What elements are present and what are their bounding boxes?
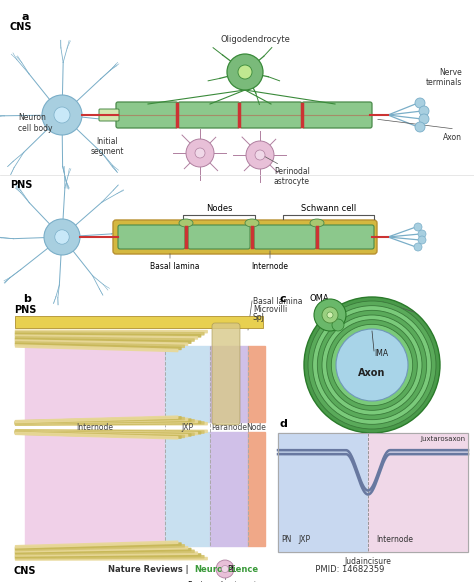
Circle shape [216, 560, 234, 578]
FancyBboxPatch shape [116, 102, 178, 128]
Circle shape [414, 243, 422, 251]
Text: Microvilli: Microvilli [253, 305, 287, 314]
Text: JXP: JXP [182, 424, 193, 432]
Circle shape [313, 306, 431, 424]
Text: Internode: Internode [76, 424, 113, 432]
Circle shape [54, 107, 70, 123]
Circle shape [322, 307, 338, 323]
Circle shape [419, 114, 429, 124]
Circle shape [314, 299, 346, 331]
Circle shape [246, 141, 274, 169]
Text: Initial
segment: Initial segment [90, 137, 124, 157]
Circle shape [255, 150, 265, 160]
Text: Neuron
cell body: Neuron cell body [18, 113, 53, 133]
Text: PN: PN [281, 535, 292, 544]
Text: Nature Reviews |: Nature Reviews | [109, 565, 192, 574]
Ellipse shape [310, 219, 324, 227]
Text: IMA: IMA [374, 349, 388, 357]
Text: Axon: Axon [358, 368, 386, 378]
FancyBboxPatch shape [240, 102, 302, 128]
Circle shape [304, 297, 440, 433]
Text: Internode: Internode [376, 535, 413, 544]
Text: b: b [23, 294, 31, 304]
Text: Oligodendrocyte: Oligodendrocyte [220, 35, 290, 44]
Text: Juxtarosaxon: Juxtarosaxon [421, 436, 466, 442]
Text: PNS: PNS [14, 305, 36, 315]
FancyBboxPatch shape [212, 323, 240, 425]
Text: Nerve
terminals: Nerve terminals [426, 68, 462, 87]
Text: Axon: Axon [443, 133, 462, 142]
Bar [210, 346, 248, 422]
Text: a: a [22, 12, 29, 22]
FancyBboxPatch shape [113, 220, 377, 254]
Bar [25, 432, 165, 546]
Circle shape [332, 319, 344, 331]
Bar [248, 346, 265, 422]
Text: d: d [280, 419, 288, 429]
Text: c: c [280, 294, 287, 304]
Bar [368, 433, 468, 552]
Text: JXP: JXP [298, 535, 310, 544]
Text: CNS: CNS [10, 22, 33, 32]
Circle shape [419, 106, 429, 116]
Circle shape [418, 230, 426, 238]
Circle shape [238, 65, 252, 79]
Circle shape [415, 122, 425, 132]
Circle shape [42, 95, 82, 135]
Ellipse shape [245, 219, 259, 227]
Bar [210, 432, 248, 546]
FancyBboxPatch shape [188, 225, 250, 249]
FancyBboxPatch shape [99, 109, 119, 121]
Circle shape [414, 223, 422, 231]
Bar [248, 432, 265, 546]
Bar [278, 433, 368, 552]
Bar [15, 316, 263, 328]
Text: OMA: OMA [310, 294, 329, 303]
Circle shape [195, 148, 205, 158]
Ellipse shape [179, 219, 193, 227]
Circle shape [186, 139, 214, 167]
Circle shape [308, 301, 436, 429]
Text: Basal lamina: Basal lamina [253, 297, 302, 306]
FancyBboxPatch shape [302, 102, 372, 128]
FancyBboxPatch shape [178, 102, 240, 128]
Text: Basal lamina: Basal lamina [150, 262, 200, 271]
Circle shape [336, 329, 408, 401]
Circle shape [327, 312, 333, 318]
FancyBboxPatch shape [254, 225, 316, 249]
Bar [25, 346, 165, 422]
Circle shape [221, 566, 228, 573]
Bar [165, 346, 210, 422]
Text: Perinodal
astrocyte: Perinodal astrocyte [274, 167, 310, 186]
Text: PL: PL [227, 565, 236, 574]
Text: Schwann cell: Schwann cell [301, 204, 356, 213]
Text: Node: Node [246, 424, 266, 432]
Circle shape [322, 315, 422, 415]
Text: Internode: Internode [252, 262, 289, 271]
Circle shape [331, 324, 413, 406]
Text: CNS: CNS [14, 566, 36, 576]
Circle shape [327, 320, 417, 410]
FancyBboxPatch shape [318, 225, 374, 249]
Text: Perinocal astrocyte: Perinocal astrocyte [188, 581, 262, 582]
Circle shape [55, 230, 69, 244]
FancyBboxPatch shape [118, 225, 185, 249]
Text: Nodes: Nodes [206, 204, 232, 213]
Text: SpJ: SpJ [253, 313, 265, 322]
Text: Paranode: Paranode [211, 424, 247, 432]
Circle shape [44, 219, 80, 255]
Circle shape [317, 310, 427, 420]
Text: PMID: 14682359: PMID: 14682359 [310, 565, 384, 574]
Text: PNS: PNS [10, 180, 32, 190]
Bar [165, 432, 210, 546]
Text: Neuroscience: Neuroscience [194, 565, 258, 574]
Circle shape [415, 98, 425, 108]
Circle shape [418, 236, 426, 244]
Text: Judaincisure: Judaincisure [345, 557, 392, 566]
Circle shape [227, 54, 263, 90]
